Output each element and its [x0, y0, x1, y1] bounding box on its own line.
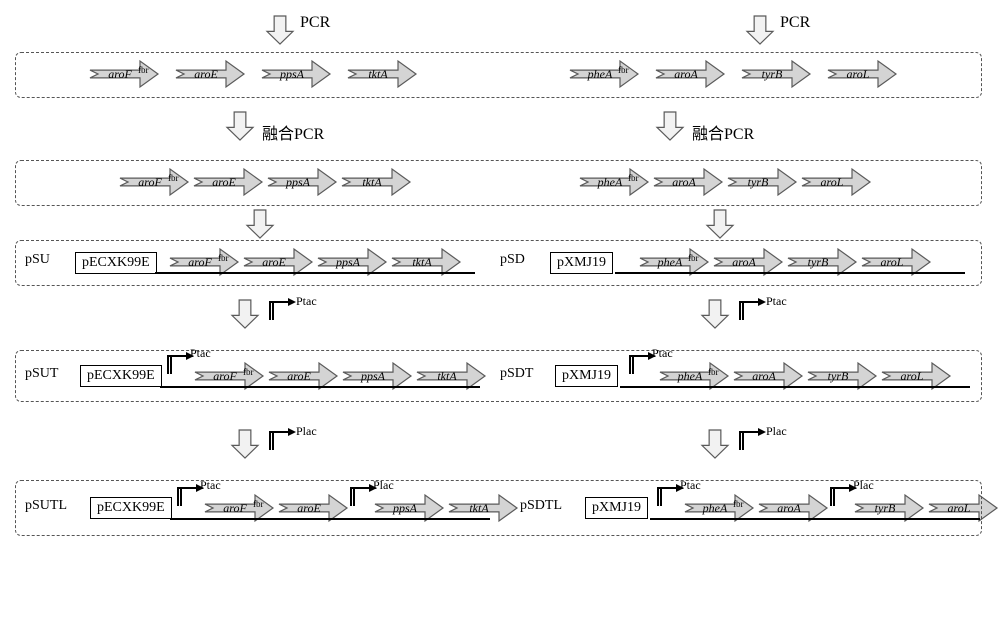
ptac-free-left — [270, 298, 296, 320]
plasmid-pxmj-3: pXMJ19 — [585, 497, 648, 519]
label-ptac-psdt: Ptac — [652, 346, 673, 361]
ptac-free-right — [740, 298, 766, 320]
down-fusion-left — [227, 112, 253, 140]
line-psu — [155, 272, 475, 274]
label-psut: pSUT — [25, 366, 58, 382]
box-genes-separated — [15, 52, 982, 98]
label-ptac-psdtl: Ptac — [680, 478, 701, 493]
down-ptac-left — [232, 300, 258, 328]
down-pcr-left — [267, 16, 293, 44]
plasmid-pecxk-3: pECXK99E — [90, 497, 172, 519]
line-psd — [615, 272, 965, 274]
plasmid-pecxk-1: pECXK99E — [75, 252, 157, 274]
label-fusion-right: 融合PCR — [692, 120, 754, 144]
box-psu-psd — [15, 240, 982, 286]
plac-free-left — [270, 428, 296, 450]
plasmid-pxmj-2: pXMJ19 — [555, 365, 618, 387]
label-pcr-left: PCR — [300, 14, 330, 32]
line-psdt — [620, 386, 970, 388]
label-ptac-psutl: Ptac — [200, 478, 221, 493]
down-plac-left — [232, 430, 258, 458]
label-ptac-free-left: Ptac — [296, 294, 317, 309]
box-genes-fused — [15, 160, 982, 206]
down-ptac-right — [702, 300, 728, 328]
line-psdtl — [650, 518, 980, 520]
label-psdtl: pSDTL — [520, 498, 562, 514]
label-plac-psdtl: Plac — [853, 478, 874, 493]
plasmid-pxmj-1: pXMJ19 — [550, 252, 613, 274]
label-ptac-psut: Ptac — [190, 346, 211, 361]
label-psd: pSD — [500, 252, 525, 268]
line-psut — [160, 386, 480, 388]
down-fusion-right — [657, 112, 683, 140]
plac-free-right — [740, 428, 766, 450]
label-psutl: pSUTL — [25, 498, 67, 514]
down-to-psu — [247, 210, 273, 238]
label-pcr-right: PCR — [780, 14, 810, 32]
label-plac-free-right: Plac — [766, 424, 787, 439]
label-ptac-free-right: Ptac — [766, 294, 787, 309]
label-fusion-left: 融合PCR — [262, 120, 324, 144]
down-pcr-right — [747, 16, 773, 44]
label-plac-psutl: Plac — [373, 478, 394, 493]
plasmid-pecxk-2: pECXK99E — [80, 365, 162, 387]
down-plac-right — [702, 430, 728, 458]
label-psu: pSU — [25, 252, 50, 268]
line-psutl — [170, 518, 490, 520]
label-plac-free-left: Plac — [296, 424, 317, 439]
label-psdt: pSDT — [500, 366, 533, 382]
down-to-psd — [707, 210, 733, 238]
